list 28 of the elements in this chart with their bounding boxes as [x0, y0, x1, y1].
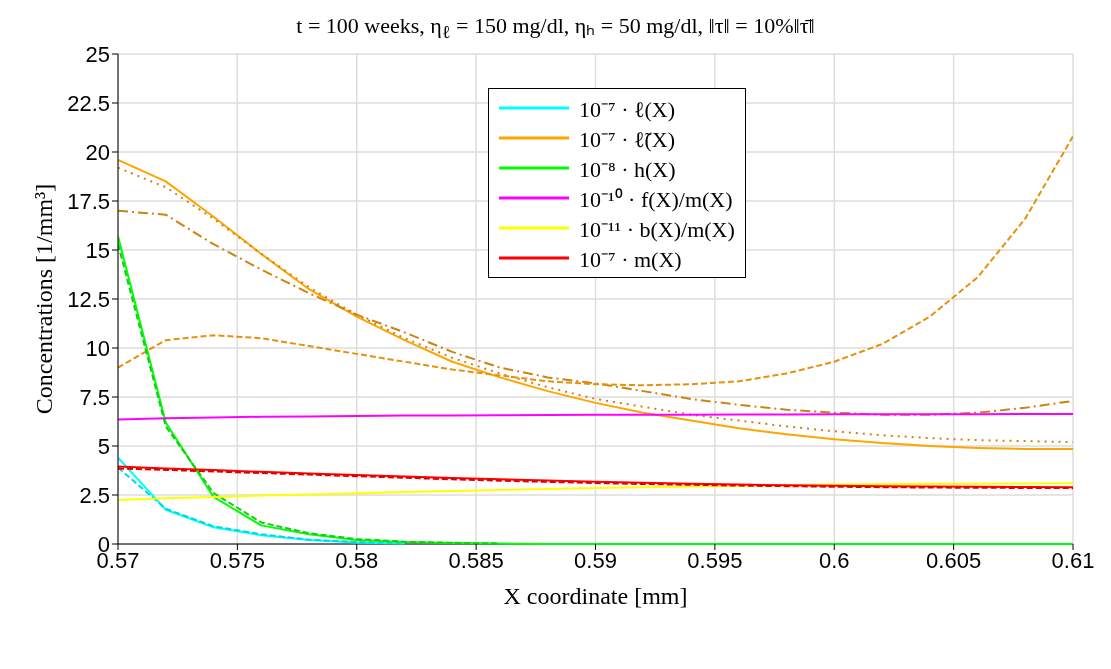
y-tick-label: 10	[85, 335, 110, 361]
x-tick-label: 0.585	[448, 547, 504, 573]
legend-label: 10⁻⁷ · ℓ̃(X)	[579, 126, 676, 153]
x-tick-label: 0.58	[335, 547, 379, 573]
y-tick-label: 20	[85, 139, 110, 165]
x-axis-title: X coordinate [mm]	[503, 583, 688, 609]
chart-title: t = 100 weeks, η$_{ℓ}$ = 150 mg/dl, ηₕ = 50 mg/dl, ‖τ‖ = 10%‖τ̄‖	[296, 13, 815, 43]
y-tick-label: 12.5	[67, 286, 110, 312]
x-tick-label: 0.59	[574, 547, 617, 573]
y-tick-label: 7.5	[79, 384, 110, 410]
x-tick-label: 0.575	[209, 547, 265, 573]
legend-label: 10⁻⁸ · h(X)	[579, 156, 676, 183]
legend-label: 10⁻¹¹ · b(X)/m(X)	[579, 216, 735, 243]
y-tick-label: 2.5	[79, 482, 110, 508]
y-tick-label: 25	[85, 41, 110, 67]
line-series	[118, 482, 1073, 501]
legend-label: 10⁻⁷ · ℓ(X)	[579, 96, 676, 123]
y-axis-title: Concentrations [1/mm³]	[30, 183, 57, 415]
x-tick-label: 0.605	[926, 547, 982, 573]
x-tick-label: 0.61	[1051, 547, 1095, 573]
y-tick-label: 15	[85, 237, 110, 263]
x-tick-label: 0.595	[687, 547, 743, 573]
y-tick-label: 5	[97, 433, 110, 459]
y-tick-label: 17.5	[67, 188, 110, 214]
legend-label: 10⁻⁷ · m(X)	[579, 246, 682, 273]
legend-label: 10⁻¹⁰ · f(X)/m(X)	[579, 186, 733, 213]
y-tick-label: 22.5	[67, 90, 110, 116]
x-tick-label: 0.6	[818, 547, 850, 573]
